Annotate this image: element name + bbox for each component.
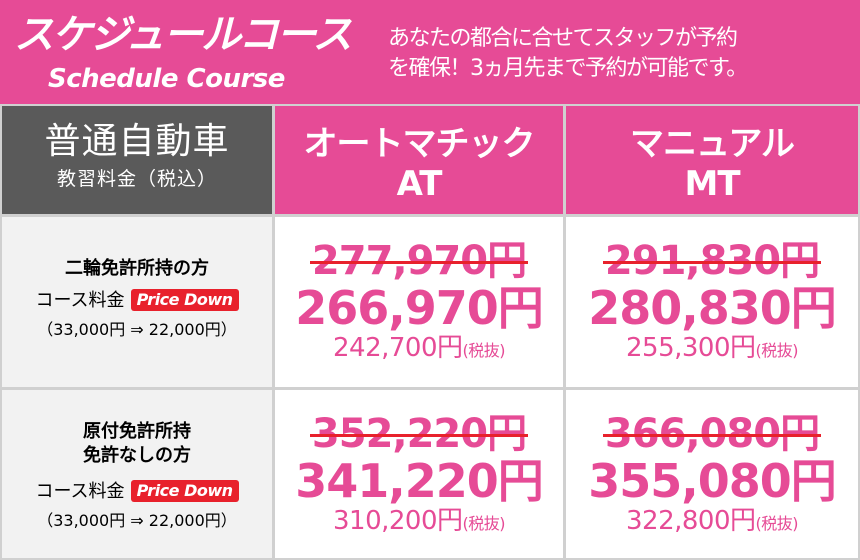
mt-price-cell: 291,830円 280,830円 255,300円(税抜) bbox=[566, 217, 858, 387]
mt-column-header: マニュアル MT bbox=[566, 106, 858, 214]
fee-label: コース料金 bbox=[35, 290, 125, 311]
mt-net-price: 255,300円(税抜) bbox=[566, 333, 858, 366]
price-table: 普通自動車 教習料金（税込） オートマチック AT マニュアル MT 二輪免許所… bbox=[0, 104, 860, 560]
fee-type-subtitle: 教習料金（税込） bbox=[56, 168, 217, 190]
tax-excluded-note: (税抜) bbox=[755, 341, 799, 360]
description-line-1: あなたの都合に合せてスタッフが予約 bbox=[388, 26, 738, 51]
fee-line: コース料金 Price Down bbox=[2, 287, 272, 315]
tax-excluded-note: (税抜) bbox=[462, 514, 506, 533]
course-title-en: Schedule Course bbox=[48, 64, 285, 94]
mt-old-price: 366,080円 bbox=[602, 411, 822, 457]
course-header: スケジュールコース Schedule Course あなたの都合に合せてスタッフ… bbox=[0, 0, 860, 104]
at-net-value: 310,200円 bbox=[332, 506, 463, 536]
at-column-header: オートマチック AT bbox=[275, 106, 563, 214]
fee-label: コース料金 bbox=[35, 481, 125, 502]
fee-change: （33,000円 ⇒ 22,000円） bbox=[37, 320, 237, 339]
mt-old-price: 291,830円 bbox=[602, 238, 822, 284]
vehicle-type-title: 普通自動車 bbox=[44, 121, 230, 162]
at-net-price: 310,200円(税抜) bbox=[275, 506, 563, 539]
mt-price-cell: 366,080円 355,080円 322,800円(税抜) bbox=[566, 390, 858, 558]
mt-net-price: 322,800円(税抜) bbox=[566, 506, 858, 539]
fee-change: （33,000円 ⇒ 22,000円） bbox=[37, 511, 237, 530]
at-header-jp: オートマチック bbox=[303, 124, 536, 164]
mt-header-code: MT bbox=[684, 164, 740, 204]
price-down-badge: Price Down bbox=[130, 480, 239, 502]
condition-line-1: 二輪免許所持の方 bbox=[65, 258, 209, 279]
at-net-price: 242,700円(税抜) bbox=[275, 333, 563, 366]
tax-excluded-note: (税抜) bbox=[755, 514, 799, 533]
mt-header-jp: マニュアル bbox=[630, 124, 795, 164]
condition-line-2: 免許なしの方 bbox=[83, 445, 191, 466]
at-new-price: 341,220円 bbox=[295, 454, 544, 508]
at-old-price: 277,970円 bbox=[309, 238, 529, 284]
course-description: あなたの都合に合せてスタッフが予約 を確保！3ヵ月先まで予約が可能です。 bbox=[388, 24, 848, 84]
tax-excluded-note: (税抜) bbox=[462, 341, 506, 360]
at-net-value: 242,700円 bbox=[332, 333, 463, 363]
at-old-price: 352,220円 bbox=[309, 411, 529, 457]
condition-line-1: 原付免許所持 bbox=[83, 421, 191, 442]
fee-line: コース料金 Price Down bbox=[2, 478, 272, 506]
at-header-code: AT bbox=[396, 164, 443, 204]
at-new-price: 266,970円 bbox=[295, 281, 544, 335]
mt-net-value: 322,800円 bbox=[625, 506, 756, 536]
row-label-motorcycle-license: 二輪免許所持の方 コース料金 Price Down （33,000円 ⇒ 22,0… bbox=[2, 217, 272, 387]
mt-net-value: 255,300円 bbox=[625, 333, 756, 363]
mt-new-price: 355,080円 bbox=[588, 454, 837, 508]
course-title-jp: スケジュールコース bbox=[14, 12, 352, 58]
at-price-cell: 352,220円 341,220円 310,200円(税抜) bbox=[275, 390, 563, 558]
row-label-moped-or-no-license: 原付免許所持 免許なしの方 コース料金 Price Down （33,000円 ⇒… bbox=[2, 390, 272, 558]
price-down-badge: Price Down bbox=[130, 289, 239, 311]
at-price-cell: 277,970円 266,970円 242,700円(税抜) bbox=[275, 217, 563, 387]
table-corner-header: 普通自動車 教習料金（税込） bbox=[2, 106, 272, 214]
mt-new-price: 280,830円 bbox=[588, 281, 837, 335]
description-line-2: を確保！3ヵ月先まで予約が可能です。 bbox=[388, 56, 748, 81]
